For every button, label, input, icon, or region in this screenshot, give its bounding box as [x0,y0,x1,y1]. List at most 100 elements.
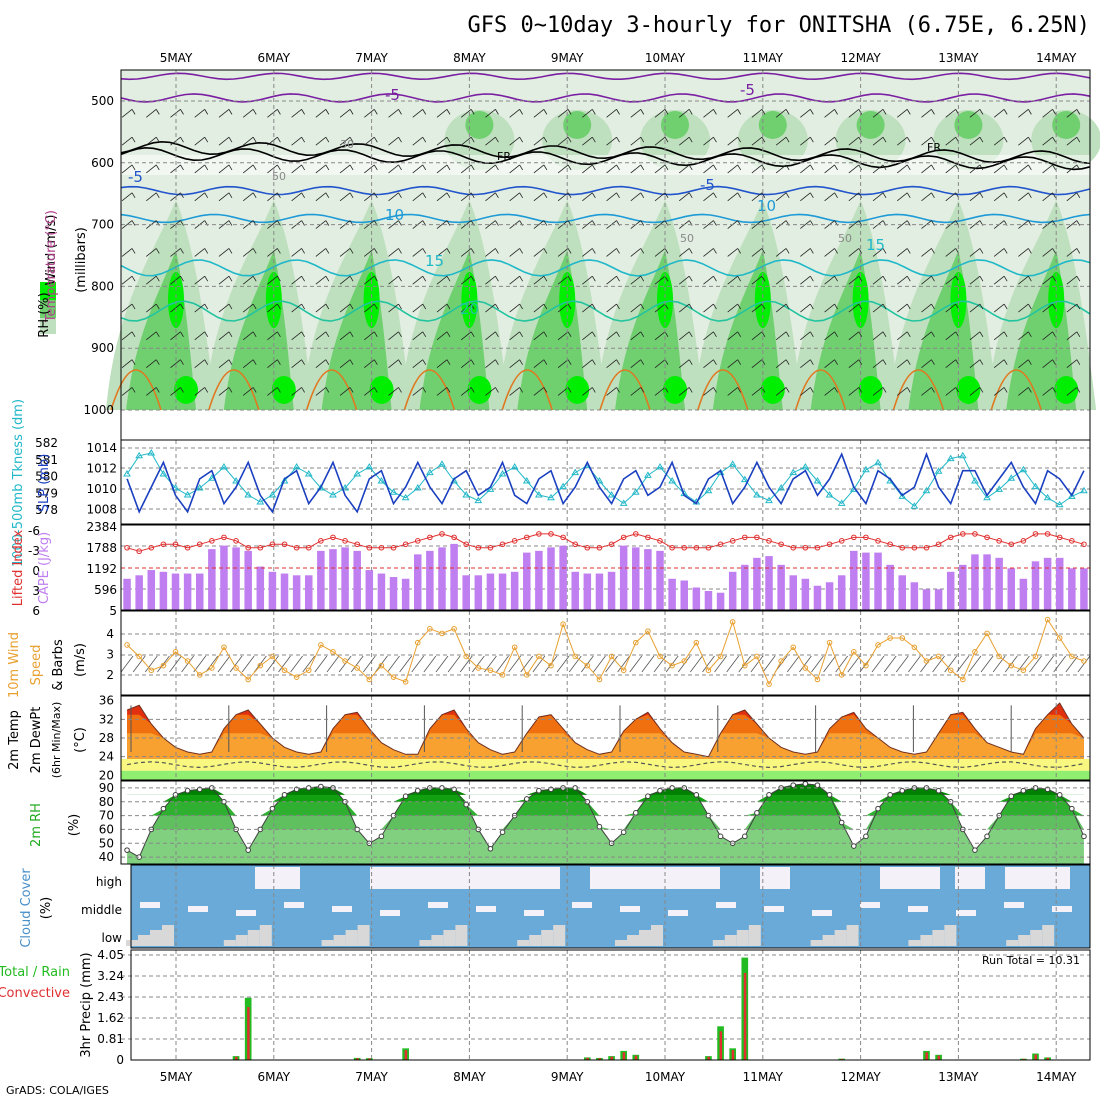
rh-point [1008,793,1015,800]
cloud-mid-clear [476,906,496,912]
wind-barb [775,303,787,313]
wind-barb [921,387,932,396]
date-bottom-5MAY: 5MAY [160,1070,193,1084]
wind-barb [897,192,908,202]
wind-barb-flag [252,136,257,143]
wind-barb-flag [301,359,305,365]
thickness-point [304,470,313,477]
wind-barb-flag [131,359,136,365]
wind-barb-flag [131,331,136,338]
wind10-speed-point [427,626,433,632]
wind-barb-flag [616,164,620,171]
lifted-index-point [536,531,542,537]
temp-dew-band [121,759,1090,771]
wind-barb [897,248,908,257]
wind-barb-flag [810,136,814,143]
cloud-low-step [846,925,859,946]
warm-contour [110,369,162,411]
wind-barb-flag [180,387,184,393]
label-wind10: 10m Wind [7,632,22,698]
wind-barb-flag [470,387,475,393]
wind-barb [703,275,714,285]
wind10-speed-point [1069,653,1075,660]
thickness-ytick: 581 [35,453,58,467]
wind-barb-flag [495,387,499,393]
wind10-barb [956,655,970,673]
isotherm-line [120,93,1091,103]
wind-barb [291,136,302,146]
cape-bar [389,577,398,610]
wind-barb [824,136,835,146]
wind-barb-flag [882,248,887,254]
wind-barb-flag [979,164,984,171]
wind-barb [969,109,981,118]
wind-barb [485,387,496,396]
wind-barb [242,275,254,285]
wind-barb-flag [228,192,233,198]
wind10-barb [314,655,328,673]
wind-barb [146,164,157,174]
wind-barb-flag [1028,220,1032,226]
wind-barb-flag [228,359,233,365]
wind10-barb [508,655,521,673]
wind-barb-flag [761,248,766,254]
wind-barb-flag [713,276,717,282]
cloud-high-clear [590,867,720,889]
cape-bar [959,564,967,610]
wind10-speed-point [487,667,494,674]
lifted-index-point [1056,534,1063,541]
wind10-speed-point [184,658,191,664]
rh-point [838,819,845,826]
lifted-index-point [172,541,179,548]
thickness-point [522,477,531,484]
wind-barb [218,387,230,396]
wind-barb [218,192,230,202]
cloud-low-step [920,935,933,946]
lifted-index-point [463,541,470,548]
wind-barb-flag [761,109,766,115]
wind-barb-flag [664,387,669,393]
thickness-point [704,486,713,494]
wind-barb [557,248,569,257]
cape-bar [934,589,943,610]
cloud-low-step [615,940,627,946]
wind10-barb [593,655,606,673]
wind-barb-flag [979,276,984,282]
wind-barb-flag [810,331,814,338]
wind-barb [993,164,1005,174]
rh-bright-blob [760,376,785,404]
wind-barb [678,164,690,174]
label-wind-text: Wind (m/s) [44,215,59,286]
wind10-barb [1077,655,1091,673]
rh-ytick: 80 [99,795,114,809]
wind-barb [921,359,932,368]
wind-barb-flag [422,276,427,282]
wind-barb [727,359,738,368]
wind-barb-flag [591,276,596,282]
wind10-barb [193,655,207,673]
cape-bar [280,573,289,610]
date-bottom-6MAY: 6MAY [257,1070,290,1084]
cape-bar [559,545,567,610]
wind-barb-flag [640,136,645,143]
wind10-speed-point [1081,658,1087,664]
wind-barb-flag [906,109,911,115]
wind-barb-flag [373,192,378,198]
cloud-low-step [1018,935,1031,946]
wind10-speed-point [548,662,554,669]
wind-barb-flag [640,220,645,226]
wind10-barb [665,655,679,673]
wind10-speed-point [536,653,542,660]
wind-barb [775,248,787,257]
wind-barb [1066,303,1078,313]
wind-barb [194,164,205,174]
wind10-barb [605,655,618,673]
wind-barb-flag [931,359,935,365]
wind-barb-flag [228,109,233,115]
wind10-speed-point [778,658,784,664]
thickness-point [862,465,870,473]
wind-barb [800,136,811,146]
wind-barb [582,109,593,118]
wind-barb-flag [591,136,596,143]
